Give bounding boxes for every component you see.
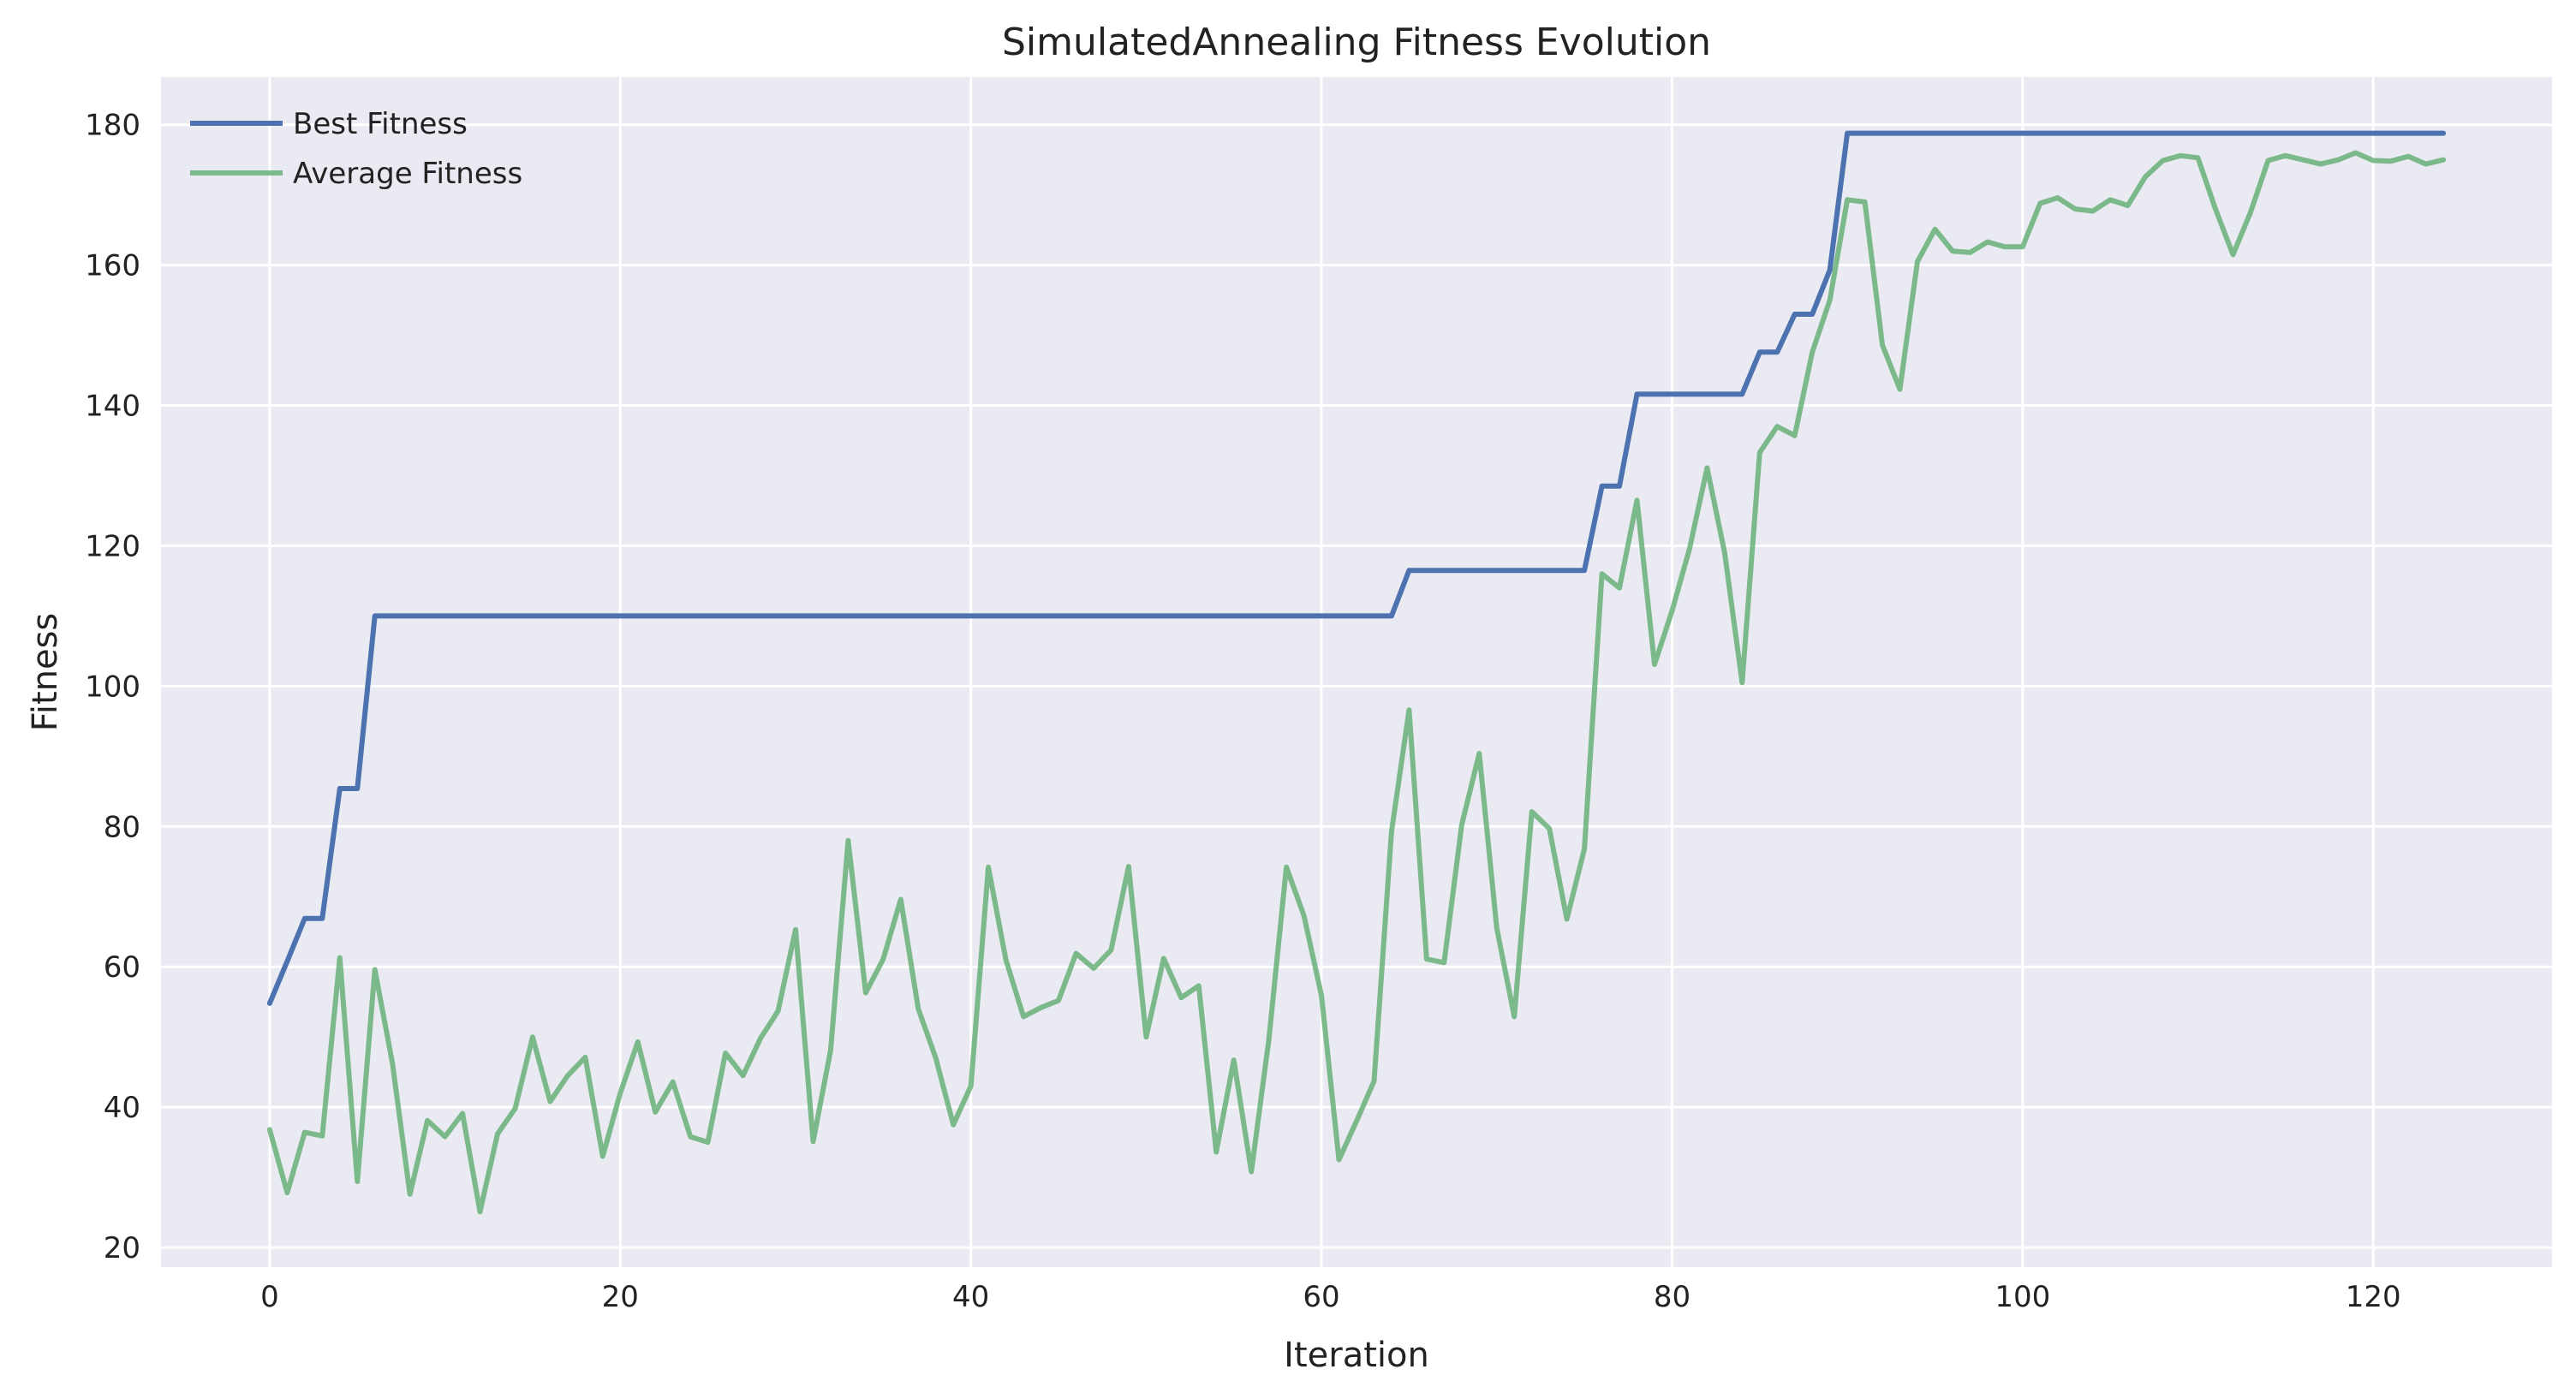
series-lines bbox=[266, 130, 2447, 1215]
y-tick-label: 60 bbox=[104, 950, 140, 985]
plot-area bbox=[161, 77, 2552, 1267]
y-tick-label: 40 bbox=[104, 1091, 140, 1125]
x-tick-label: 80 bbox=[1654, 1280, 1690, 1314]
y-tick-label: 180 bbox=[85, 109, 140, 143]
legend-label-best-fitness: Best Fitness bbox=[293, 107, 468, 141]
y-tick-label: 80 bbox=[104, 810, 140, 844]
y-tick-label: 20 bbox=[104, 1231, 140, 1265]
x-tick-label: 0 bbox=[260, 1280, 279, 1314]
series-line-average-fitness bbox=[266, 150, 2447, 1215]
y-tick-label: 120 bbox=[85, 529, 140, 563]
x-tick-label: 60 bbox=[1303, 1280, 1339, 1314]
x-tick-label: 20 bbox=[602, 1280, 639, 1314]
y-tick-label: 140 bbox=[85, 390, 140, 424]
y-axis-ticks: 20 40 60 80 100 120 140 160 180 bbox=[85, 109, 140, 1265]
series-line-best-fitness bbox=[266, 130, 2447, 1006]
chart-title: SimulatedAnnealing Fitness Evolution bbox=[1002, 21, 1711, 64]
x-tick-label: 40 bbox=[952, 1280, 989, 1314]
legend-label-average-fitness: Average Fitness bbox=[293, 157, 522, 191]
x-tick-label: 100 bbox=[1995, 1280, 2050, 1314]
y-axis-label: Fitness bbox=[26, 613, 65, 732]
x-tick-label: 120 bbox=[2346, 1280, 2401, 1314]
y-tick-label: 100 bbox=[85, 670, 140, 704]
legend: Best Fitness Average Fitness bbox=[190, 107, 522, 191]
x-axis-label: Iteration bbox=[1284, 1336, 1429, 1375]
grid-lines bbox=[161, 77, 2552, 1267]
y-tick-label: 160 bbox=[85, 249, 140, 283]
x-axis-ticks: 0 20 40 60 80 100 120 bbox=[260, 1280, 2401, 1314]
